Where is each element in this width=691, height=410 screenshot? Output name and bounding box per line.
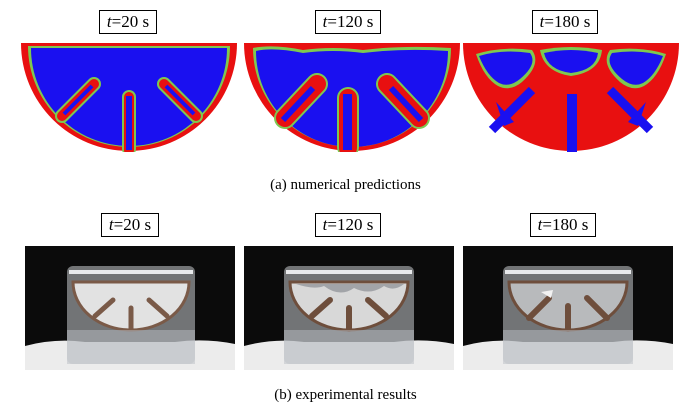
time-label-180s-experimental: t=180 s xyxy=(530,213,596,237)
experiment-photo-180s xyxy=(463,246,673,370)
time-label-120s-numerical: t=120 s xyxy=(315,10,381,34)
simulation-panel-180s xyxy=(463,43,679,152)
caption-experimental-results: (b) experimental results xyxy=(274,387,417,403)
experiment-photo-20s xyxy=(25,246,235,370)
time-label-180s-numerical: t=180 s xyxy=(532,10,598,34)
experiment-photo-120s xyxy=(244,246,454,370)
time-label-120s-experimental: t=120 s xyxy=(315,213,381,237)
time-label-20s-numerical: t=20 s xyxy=(99,10,157,34)
caption-numerical-predictions: (a) numerical predictions xyxy=(270,177,421,193)
simulation-panel-120s xyxy=(244,43,460,152)
simulation-panel-20s xyxy=(21,43,237,152)
time-label-20s-experimental: t=20 s xyxy=(101,213,159,237)
